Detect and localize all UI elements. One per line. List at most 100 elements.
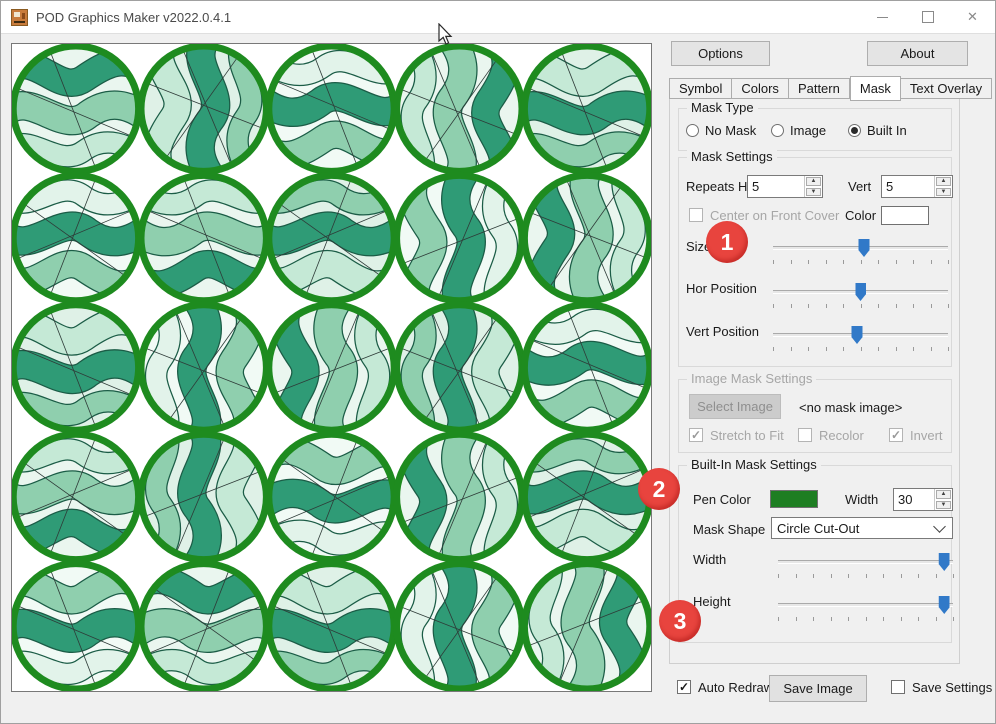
vert-position-slider[interactable] xyxy=(773,325,949,353)
built-in-mask-settings-legend: Built-In Mask Settings xyxy=(687,457,821,472)
no-mask-radio[interactable] xyxy=(686,124,699,137)
mask-tab-page: Mask Type No Mask Image Built In Mask Se… xyxy=(669,98,960,664)
select-image-button[interactable]: Select Image xyxy=(689,394,781,419)
tab-mask[interactable]: Mask xyxy=(849,76,901,101)
hor-position-label: Hor Position xyxy=(686,281,757,296)
hor-position-slider[interactable] xyxy=(773,282,949,310)
tab-colors[interactable]: Colors xyxy=(732,78,789,99)
app-icon xyxy=(11,8,28,26)
mask-settings-legend: Mask Settings xyxy=(687,149,777,164)
invert-checkbox[interactable]: ✓ xyxy=(889,428,903,442)
recolor-label: Recolor xyxy=(819,428,864,443)
save-settings-label: Save Settings xyxy=(912,680,993,695)
save-image-button[interactable]: Save Image xyxy=(769,675,867,702)
no-mask-label: No Mask xyxy=(705,123,757,138)
spinner-down-icon[interactable]: ▼ xyxy=(806,187,821,196)
pattern-canvas xyxy=(11,43,652,692)
mask-width-slider[interactable] xyxy=(778,552,954,580)
built-in-label: Built In xyxy=(867,123,907,138)
mask-height-ticks xyxy=(778,617,954,622)
vert-position-ticks xyxy=(773,347,949,352)
vert-position-thumb[interactable] xyxy=(851,326,863,344)
size-slider-label: Size xyxy=(686,239,712,254)
spinner-up-icon[interactable]: ▲ xyxy=(936,177,951,186)
mask-width-track[interactable] xyxy=(778,560,953,564)
annotation-1-badge: 1 xyxy=(706,221,748,263)
close-icon: ✕ xyxy=(967,9,978,24)
about-button[interactable]: About xyxy=(867,41,968,66)
mask-color-label: Color xyxy=(845,208,877,223)
repeats-hor-value: 5 xyxy=(752,179,760,194)
size-slider-ticks xyxy=(773,260,949,265)
repeats-hor-label: Repeats Hor: xyxy=(686,179,763,194)
chevron-down-icon xyxy=(933,519,946,533)
save-image-button-label: Save Image xyxy=(783,681,853,696)
image-mask-settings-group: Image Mask Settings Select Image <no mas… xyxy=(678,371,952,453)
pen-color-swatch[interactable] xyxy=(770,490,818,508)
about-button-label: About xyxy=(900,46,935,61)
mask-width-label: Width xyxy=(693,552,727,567)
no-mask-image-text: <no mask image> xyxy=(799,400,903,415)
hor-position-thumb[interactable] xyxy=(855,283,866,301)
pen-width-label: Width xyxy=(845,492,879,507)
mask-settings-group: Mask Settings Repeats Hor: 5 ▲ ▼ Vert 5 ▲… xyxy=(678,149,953,367)
hor-position-ticks xyxy=(773,304,949,309)
mask-width-thumb[interactable] xyxy=(938,553,950,571)
mask-height-label: Height xyxy=(693,594,731,609)
spinner-up-icon[interactable]: ▲ xyxy=(806,177,821,186)
spinner-down-icon[interactable]: ▼ xyxy=(936,500,951,509)
repeats-hor-spinner[interactable]: 5 ▲ ▼ xyxy=(747,175,823,198)
mask-type-group: Mask Type No Mask Image Built In xyxy=(678,100,952,151)
built-in-radio[interactable] xyxy=(848,124,861,137)
invert-label: Invert xyxy=(910,428,943,443)
minimize-icon xyxy=(877,16,888,18)
stretch-to-fit-label: Stretch to Fit xyxy=(710,428,784,443)
vert-position-label: Vert Position xyxy=(686,324,759,339)
select-image-button-label: Select Image xyxy=(697,399,773,414)
mask-shape-dropdown[interactable]: Circle Cut-Out xyxy=(771,517,953,539)
tab-colors-label: Colors xyxy=(741,81,779,96)
annotation-2-badge: 2 xyxy=(638,468,680,510)
image-mask-settings-legend: Image Mask Settings xyxy=(687,371,817,386)
options-button[interactable]: Options xyxy=(671,41,770,66)
tab-pattern[interactable]: Pattern xyxy=(788,78,850,99)
annotation-3-badge: 3 xyxy=(659,600,701,642)
mask-type-legend: Mask Type xyxy=(687,100,758,115)
pen-width-value: 30 xyxy=(898,492,913,507)
built-in-mask-settings-group: Built-In Mask Settings Pen Color Width 3… xyxy=(678,457,954,643)
tab-symbol[interactable]: Symbol xyxy=(669,78,733,99)
repeats-vert-spinner[interactable]: 5 ▲ ▼ xyxy=(881,175,953,198)
mask-height-thumb[interactable] xyxy=(938,596,950,614)
title-bar: POD Graphics Maker v2022.0.4.1 ✕ xyxy=(1,1,995,34)
tab-strip: Symbol Colors Pattern Mask Text Overlay xyxy=(669,76,993,101)
maximize-icon xyxy=(921,11,934,23)
save-settings-checkbox[interactable] xyxy=(891,680,905,694)
mask-shape-value: Circle Cut-Out xyxy=(777,520,860,536)
pen-color-label: Pen Color xyxy=(693,492,751,507)
image-mask-label: Image xyxy=(790,123,827,138)
mask-height-slider[interactable] xyxy=(778,595,954,623)
image-mask-radio[interactable] xyxy=(771,124,784,137)
center-on-front-cover-checkbox[interactable] xyxy=(689,208,703,222)
minimize-button[interactable] xyxy=(860,1,905,33)
window-controls: ✕ xyxy=(860,1,995,33)
recolor-checkbox[interactable] xyxy=(798,428,812,442)
tab-text-overlay[interactable]: Text Overlay xyxy=(900,78,993,99)
close-button[interactable]: ✕ xyxy=(950,1,995,33)
auto-redraw-checkbox[interactable]: ✓ xyxy=(677,680,691,694)
pen-width-spinner[interactable]: 30 ▲ ▼ xyxy=(893,488,953,511)
size-slider[interactable] xyxy=(773,238,949,266)
repeats-vert-value: 5 xyxy=(886,179,894,194)
stretch-to-fit-checkbox[interactable]: ✓ xyxy=(689,428,703,442)
repeats-hor-spin-buttons[interactable]: ▲ ▼ xyxy=(804,176,822,197)
mask-height-track[interactable] xyxy=(778,603,953,607)
pattern-artwork xyxy=(12,44,651,691)
maximize-button[interactable] xyxy=(905,1,950,33)
pen-width-spin-buttons[interactable]: ▲ ▼ xyxy=(934,489,952,510)
size-slider-thumb[interactable] xyxy=(858,239,870,257)
mask-color-swatch[interactable] xyxy=(881,206,929,225)
spinner-down-icon[interactable]: ▼ xyxy=(936,187,951,196)
repeats-vert-spin-buttons[interactable]: ▲ ▼ xyxy=(934,176,952,197)
spinner-up-icon[interactable]: ▲ xyxy=(936,490,951,499)
tab-mask-label: Mask xyxy=(859,81,891,96)
